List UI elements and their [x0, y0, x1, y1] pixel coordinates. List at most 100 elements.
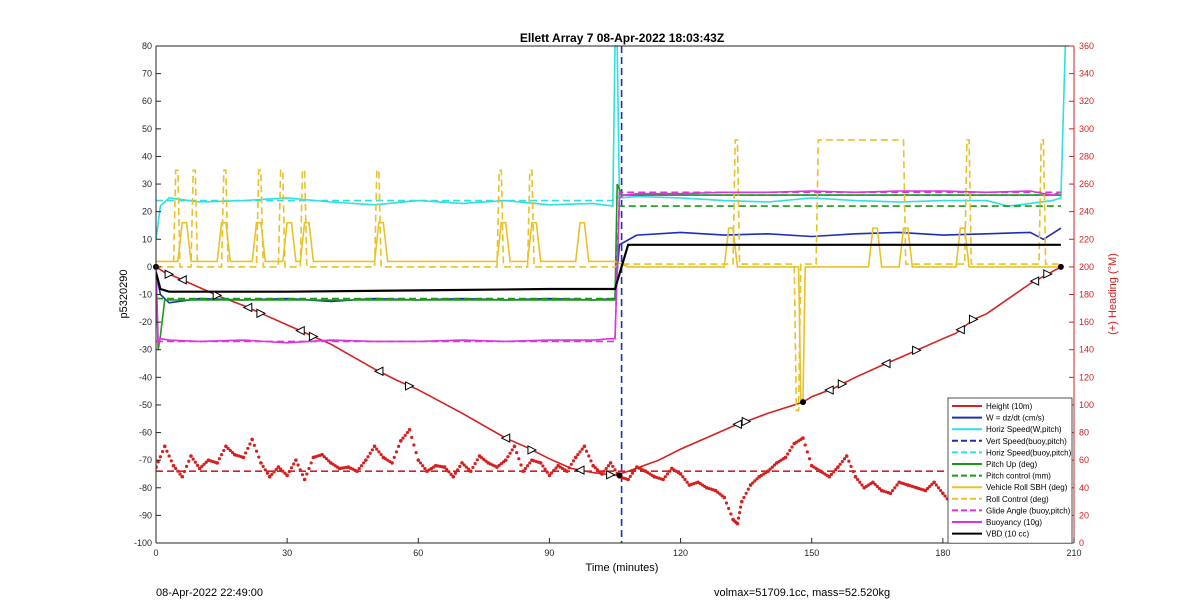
- series-heading-point: [451, 474, 456, 479]
- series-vehicle-roll-sbh-deg: [156, 221, 1061, 401]
- height-arrow-marker: [500, 433, 511, 443]
- series-heading-point: [506, 455, 510, 459]
- footer-timestamp: 08-Apr-2022 22:49:00: [156, 587, 264, 599]
- series-heading-point: [724, 501, 729, 505]
- y-tick-label: -60: [139, 428, 152, 438]
- series-heading-point: [407, 427, 412, 432]
- series-heading-point: [276, 465, 281, 469]
- series-heading-point: [930, 482, 934, 486]
- series-heading-point: [735, 521, 740, 526]
- x-tick-label: 90: [544, 548, 554, 558]
- series-heading-point: [224, 444, 228, 449]
- height-arrow-marker: [741, 416, 752, 427]
- series-layer: [156, 45, 1067, 543]
- series-heading-point: [753, 479, 757, 483]
- series-heading-point: [241, 455, 246, 460]
- y-tick-label: -90: [139, 510, 152, 520]
- series-heading-point: [860, 483, 864, 487]
- chart-title: Ellett Array 7 08-Apr-2022 18:03:43Z: [520, 31, 724, 45]
- series-heading-point: [786, 452, 790, 456]
- series-heading-point: [165, 449, 169, 453]
- series-heading-point: [844, 454, 849, 458]
- height-arrow-marker: [732, 419, 742, 430]
- legend-label: Roll Control (deg): [986, 495, 1049, 504]
- y-axis-label: p5320290: [118, 270, 130, 319]
- series-heading-point: [412, 443, 416, 447]
- series-heading-point: [200, 464, 204, 468]
- series-heading-point: [547, 473, 552, 478]
- x-tick-label: 120: [673, 548, 688, 558]
- y2-tick-label: 160: [1079, 317, 1094, 327]
- series-heading-point: [683, 477, 687, 482]
- series-heading-point: [278, 467, 283, 471]
- series-heading-point: [403, 433, 407, 437]
- series-heading-point: [410, 435, 414, 439]
- y2-tick-label: 120: [1079, 372, 1094, 382]
- height-arrow-marker: [164, 269, 175, 280]
- series-heading-point: [541, 464, 545, 468]
- series-heading-point: [250, 437, 254, 442]
- turn-point-marker: [799, 399, 806, 406]
- series-heading-point: [285, 473, 289, 478]
- series-heading-point: [742, 495, 746, 500]
- series-heading-point: [377, 450, 381, 454]
- series-heading-point: [849, 464, 853, 468]
- series-heading-point: [613, 468, 617, 472]
- y2-tick-label: 40: [1079, 483, 1089, 493]
- series-heading-point: [739, 505, 743, 509]
- series-heading-point: [246, 446, 250, 451]
- series-heading-point: [180, 474, 185, 479]
- y2-tick-label: 0: [1079, 538, 1084, 548]
- x-tick-label: 0: [153, 548, 158, 558]
- series-heading-point: [877, 486, 882, 491]
- series-heading-point: [890, 488, 895, 493]
- series-heading-point: [790, 445, 794, 449]
- y-tick-label: 50: [142, 124, 152, 134]
- height-arrow-marker: [574, 465, 585, 475]
- series-heading-point: [517, 457, 521, 461]
- series-heading-point: [589, 459, 593, 463]
- series-heading-point: [497, 463, 501, 467]
- y2-tick-label: 200: [1079, 262, 1094, 272]
- series-heading-point: [265, 471, 270, 475]
- y2-tick-label: 80: [1079, 428, 1089, 438]
- series-heading-point: [257, 455, 261, 459]
- series-heading-point: [523, 466, 527, 471]
- series-heading-point: [772, 463, 777, 467]
- series-heading-point: [871, 480, 875, 485]
- series-heading-point: [718, 492, 722, 496]
- y-tick-label: -100: [134, 538, 152, 548]
- series-heading-point: [499, 462, 503, 466]
- series-heading-point: [244, 451, 248, 455]
- series-heading-point: [375, 447, 379, 451]
- y2-tick-label: 240: [1079, 207, 1094, 217]
- series-heading-point: [628, 474, 632, 478]
- series-heading-point: [803, 443, 807, 447]
- series-heading-point: [289, 466, 294, 470]
- series-heading-point: [751, 481, 755, 485]
- series-heading-point: [768, 467, 772, 471]
- series-heading-point: [156, 460, 160, 464]
- series-heading-point: [174, 466, 178, 471]
- series-heading-point: [217, 457, 221, 461]
- height-arrow-marker: [295, 325, 305, 336]
- series-heading-point: [368, 451, 372, 455]
- legend-label: Pitch Up (deg): [986, 460, 1037, 469]
- series-heading-point: [512, 444, 517, 449]
- series-heading-point: [519, 463, 523, 467]
- series-pitch-control-mm: [156, 205, 1061, 300]
- height-arrow-marker: [880, 358, 891, 369]
- series-heading-point: [324, 457, 329, 461]
- series-heading-point: [681, 475, 685, 479]
- series-heading-point: [893, 486, 897, 490]
- series-heading-point: [834, 467, 838, 472]
- series-heading-point: [847, 459, 851, 463]
- series-heading-point: [267, 474, 272, 479]
- series-heading-point: [471, 465, 475, 470]
- x-tick-label: 210: [1066, 548, 1081, 558]
- legend-label: Height (10m): [986, 402, 1033, 411]
- series-heading-point: [226, 446, 230, 451]
- series-roll-control-deg: [156, 139, 1061, 412]
- series-heading-point: [503, 458, 508, 462]
- series-heading-point: [932, 480, 936, 485]
